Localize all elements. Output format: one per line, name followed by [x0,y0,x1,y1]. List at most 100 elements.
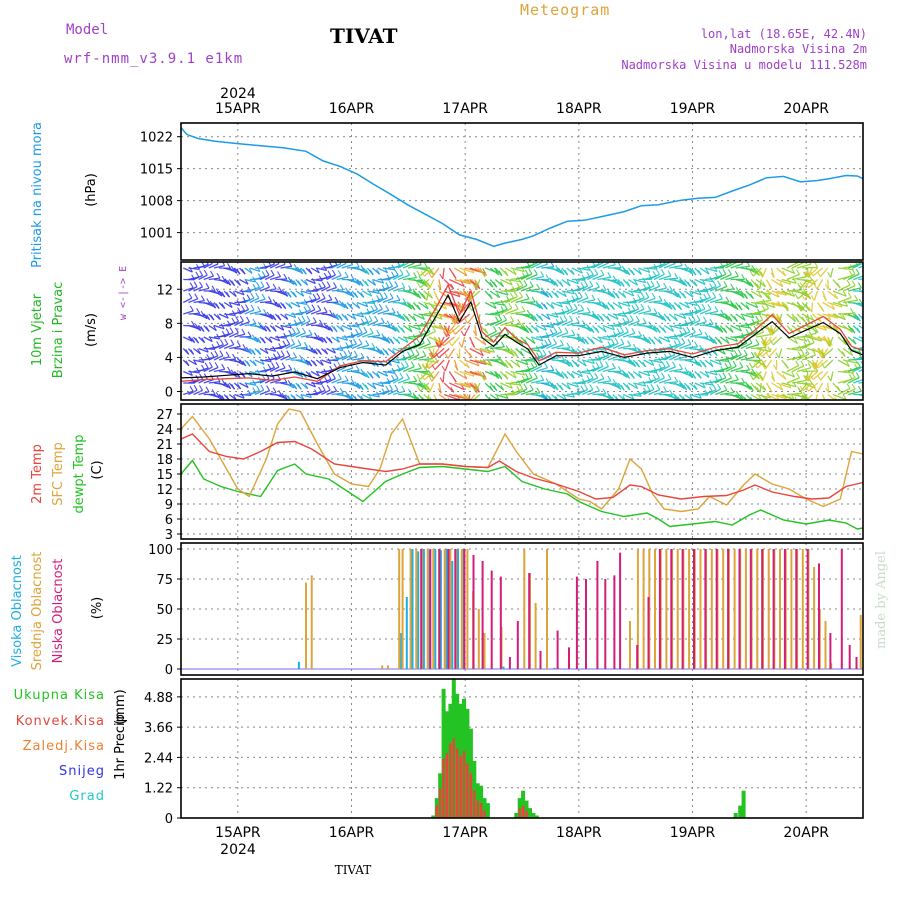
wind-barb [336,301,346,309]
wind-barb-feather [504,373,509,380]
wind-barb [781,382,797,388]
cloud-bar [400,633,403,669]
cloud-bar [398,549,401,669]
wind-barb [520,273,533,281]
wind-barb-feather [248,348,253,355]
wind-barb-feather [806,318,810,324]
wind-barb [752,267,762,277]
wind-barb-feather [549,277,554,284]
wind-barb [638,310,651,315]
wind-barb-feather [728,361,732,367]
wind-barb [259,359,272,363]
wind-barb-feather [276,351,281,357]
wind-barb-feather [803,375,808,381]
wind-barb [725,301,737,309]
wind-barb [612,382,622,391]
wind-barb-feather [658,338,663,345]
wind-barb [408,324,421,331]
wind-barb-feather [369,269,374,276]
wind-barb-feather [600,269,605,276]
wind-barb [326,313,337,319]
cloud-bar [420,549,423,669]
wind-barb-feather [589,373,594,379]
bottom-date-20APR: 20APR [783,825,829,841]
wind-barb-feather [696,315,701,321]
wind-barb-feather [260,384,265,391]
wind-barb [530,275,544,281]
wind-barb-feather [769,339,774,346]
wind-barb [740,278,752,287]
wind-barb-feather [683,384,688,391]
wind-barb-feather [720,309,725,315]
wind-barb-feather [697,304,702,310]
cloud-bar [502,666,505,669]
wind-barb-feather [528,372,533,378]
wind-barb [387,285,399,292]
wind-barb [669,264,683,269]
wind-barb-feather [308,360,313,367]
wind-barb-feather [524,373,529,379]
wind-barb [551,394,559,400]
wind-barb-feather [225,328,230,334]
wind-barb-feather [605,361,609,367]
wind-barb-feather [606,315,611,322]
wind-barb [820,371,829,381]
wind-barb [612,331,624,338]
wind-barb [346,313,357,320]
convective-rain-bar [435,805,438,818]
cloud-bar [756,549,759,669]
wind-barb-feather [620,338,625,345]
wind-barb-feather [574,292,579,299]
wind-barb-feather [620,326,624,333]
wind-barb-feather [722,372,727,378]
wind-barb-feather [756,283,761,290]
wind-barb-feather [528,268,533,275]
wind-barb [495,308,508,315]
wind-barb-feather [227,263,231,269]
wind-barb-feather [853,357,858,364]
wind-barb-feather [318,386,323,393]
wind-barb [269,366,280,373]
cloud-bar [840,549,843,669]
wind-barb [842,347,854,357]
wind-barb [515,377,529,384]
wind-barb [653,313,664,321]
dewpoint-line [180,459,864,530]
wind-barb [546,382,556,390]
wind-barb [638,389,651,396]
wind-barb [648,273,660,281]
wind-barb [801,341,815,350]
wind-barb [418,331,431,338]
panels-group: 1001100810151022048123691215182124270255… [140,122,864,827]
wind-barb [198,287,210,292]
wind-barb-feather [328,294,333,301]
wind-barb-feather [349,339,354,346]
cloud-bar [654,549,656,669]
wind-barb [413,355,427,361]
wind-barb-feather [513,291,518,297]
wind-barb [351,394,358,400]
wind-barb [249,336,259,343]
wind-barb-feather [568,303,573,310]
lonlat-label: lon,lat (18.65E, 42.4N) [701,27,867,41]
wind-barb-feather [631,328,636,334]
wind-barb-feather [545,262,548,265]
cloud-bar [443,549,446,669]
wind-barb [541,343,552,350]
wind-barb [449,290,467,297]
wind-barb-feather [215,288,220,294]
wind-barb-feather [383,292,388,298]
wind-barb [208,263,219,269]
wind-barb [704,389,717,396]
cloud-bar [466,549,469,669]
wind-barb-feather [333,282,337,288]
wind-barb [597,301,607,310]
cloud-bar [575,576,578,669]
wind-barb-feather [594,372,599,379]
wind-barb-feather [635,303,640,310]
wind-barb [735,313,746,321]
wind-barb-feather [394,384,399,391]
wind-barb [668,290,679,298]
wind-barb-feather [517,319,522,325]
